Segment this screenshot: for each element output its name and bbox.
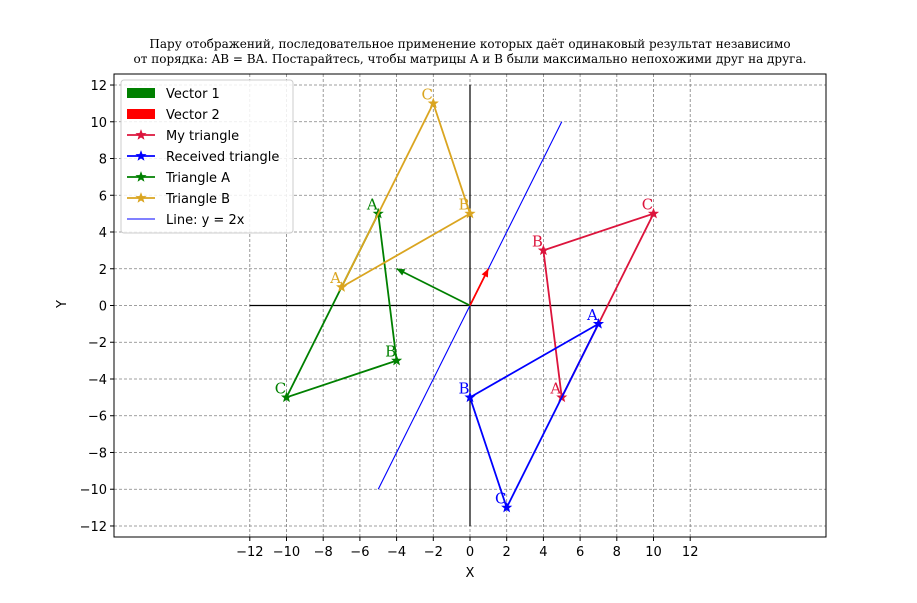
legend-label: Triangle A bbox=[165, 171, 230, 186]
legend-item: My triangle bbox=[127, 129, 239, 144]
x-tick-label: 4 bbox=[539, 545, 547, 560]
triangle-vertex-marker bbox=[391, 354, 403, 366]
x-tick-label: −6 bbox=[350, 545, 369, 560]
vertex-label: C bbox=[275, 379, 286, 397]
triangle-vertex-marker bbox=[464, 207, 476, 219]
legend-marker bbox=[135, 192, 147, 203]
legend-label: My triangle bbox=[166, 129, 239, 144]
y-tick-label: −2 bbox=[88, 336, 107, 351]
triangle-vertex-marker bbox=[335, 281, 348, 292]
legend-marker bbox=[135, 171, 147, 182]
triangle-series-3: A B C bbox=[275, 196, 403, 403]
y-tick-label: −8 bbox=[88, 446, 107, 461]
y-tick-label: −6 bbox=[88, 410, 107, 425]
legend-label: Triangle B bbox=[165, 192, 230, 207]
legend-marker bbox=[135, 150, 147, 161]
legend-item: Vector 1 bbox=[127, 87, 220, 102]
legend-label: Line: y = 2x bbox=[166, 213, 245, 228]
vector-1 bbox=[396, 267, 471, 307]
y-tick-label: 0 bbox=[99, 300, 107, 315]
legend-label: Vector 1 bbox=[166, 87, 220, 102]
legend-item: Triangle A bbox=[127, 171, 230, 186]
y-tick-label: −4 bbox=[88, 373, 107, 388]
y-tick-label: 12 bbox=[90, 79, 107, 94]
x-tick-label: −12 bbox=[236, 545, 263, 560]
vertex-label: A bbox=[586, 306, 598, 324]
legend-item: Received triangle bbox=[127, 150, 279, 165]
triangle-series-2: A B C bbox=[458, 306, 605, 513]
legend: Vector 1 Vector 2 My triangle Received tria… bbox=[120, 79, 294, 234]
legend-label: Received triangle bbox=[166, 150, 279, 165]
legend-marker bbox=[135, 129, 147, 140]
legend-item: Line: y = 2x bbox=[127, 213, 245, 228]
triangle-series-4: A B C bbox=[329, 85, 476, 292]
chart-title-line-1: Пару отображений, последовательное приме… bbox=[149, 37, 790, 51]
x-tick-label: 2 bbox=[503, 545, 511, 560]
triangle-vertex-marker bbox=[592, 318, 605, 329]
vertex-label: A bbox=[366, 196, 378, 214]
y-tick-label: 4 bbox=[99, 226, 107, 241]
y-axis-label: Y bbox=[55, 300, 70, 309]
vertex-label: B bbox=[458, 196, 469, 214]
plot-area: A B C A B C A B C A B C bbox=[249, 85, 691, 526]
legend-box bbox=[120, 79, 294, 234]
legend-item: Vector 2 bbox=[127, 108, 220, 123]
triangle-vertex-marker bbox=[427, 97, 439, 109]
y-tick-label: −10 bbox=[80, 483, 107, 498]
vertex-label: C bbox=[495, 490, 506, 508]
vector-shaft bbox=[396, 267, 471, 307]
y-tick-label: 10 bbox=[90, 116, 107, 131]
triangle-outline bbox=[468, 323, 600, 510]
vector-arrowhead bbox=[396, 268, 406, 276]
x-tick-label: −10 bbox=[273, 545, 300, 560]
x-axis-label: X bbox=[466, 566, 475, 581]
x-tick-label: −2 bbox=[424, 545, 443, 560]
vector-arrowhead bbox=[481, 268, 489, 278]
vertex-label: A bbox=[329, 269, 341, 287]
x-tick-label: 12 bbox=[682, 545, 699, 560]
triangle-vertex-marker bbox=[464, 391, 476, 403]
y-tick-label: 2 bbox=[99, 263, 107, 278]
x-tick-label: 8 bbox=[613, 545, 621, 560]
y-tick-label: 6 bbox=[99, 189, 107, 204]
vertex-label: B bbox=[385, 343, 396, 361]
chart-title-line-2: от порядка: AB = BA. Постарайтесь, чтобы… bbox=[134, 52, 807, 66]
x-tick-label: −8 bbox=[314, 545, 333, 560]
triangle-outline bbox=[284, 213, 398, 399]
vertex-label: C bbox=[422, 85, 433, 103]
vector-2 bbox=[469, 268, 490, 306]
triangle-vertex-marker bbox=[501, 501, 513, 513]
triangle-vertex-marker bbox=[537, 244, 549, 256]
vertex-label: C bbox=[642, 196, 653, 214]
triangle-outline bbox=[542, 212, 656, 398]
vertex-label: A bbox=[549, 379, 561, 397]
y-tick-label: −12 bbox=[80, 520, 107, 535]
triangle-vertex-marker bbox=[647, 207, 660, 219]
y-tick-label: 8 bbox=[99, 153, 107, 168]
tick-labels: −12 −10 −8 −6 −4 −2 0 2 4 6 8 10 12 −12 −10 −8 −6 −4 −2 0 2 4… bbox=[80, 79, 699, 560]
vertex-label: B bbox=[458, 379, 469, 397]
x-tick-label: 6 bbox=[576, 545, 584, 560]
triangle-outline bbox=[340, 101, 472, 288]
x-tick-label: 0 bbox=[466, 545, 474, 560]
legend-item: Triangle B bbox=[127, 192, 230, 207]
legend-swatch bbox=[127, 88, 155, 98]
triangle-vertex-marker bbox=[280, 391, 293, 403]
axes-frame bbox=[113, 73, 827, 538]
legend-swatch bbox=[127, 109, 155, 119]
x-tick-label: −4 bbox=[387, 545, 406, 560]
vertex-label: B bbox=[532, 232, 543, 250]
triangle-series-1: A B C bbox=[532, 196, 660, 403]
x-tick-label: 10 bbox=[645, 545, 662, 560]
legend-label: Vector 2 bbox=[166, 108, 220, 123]
